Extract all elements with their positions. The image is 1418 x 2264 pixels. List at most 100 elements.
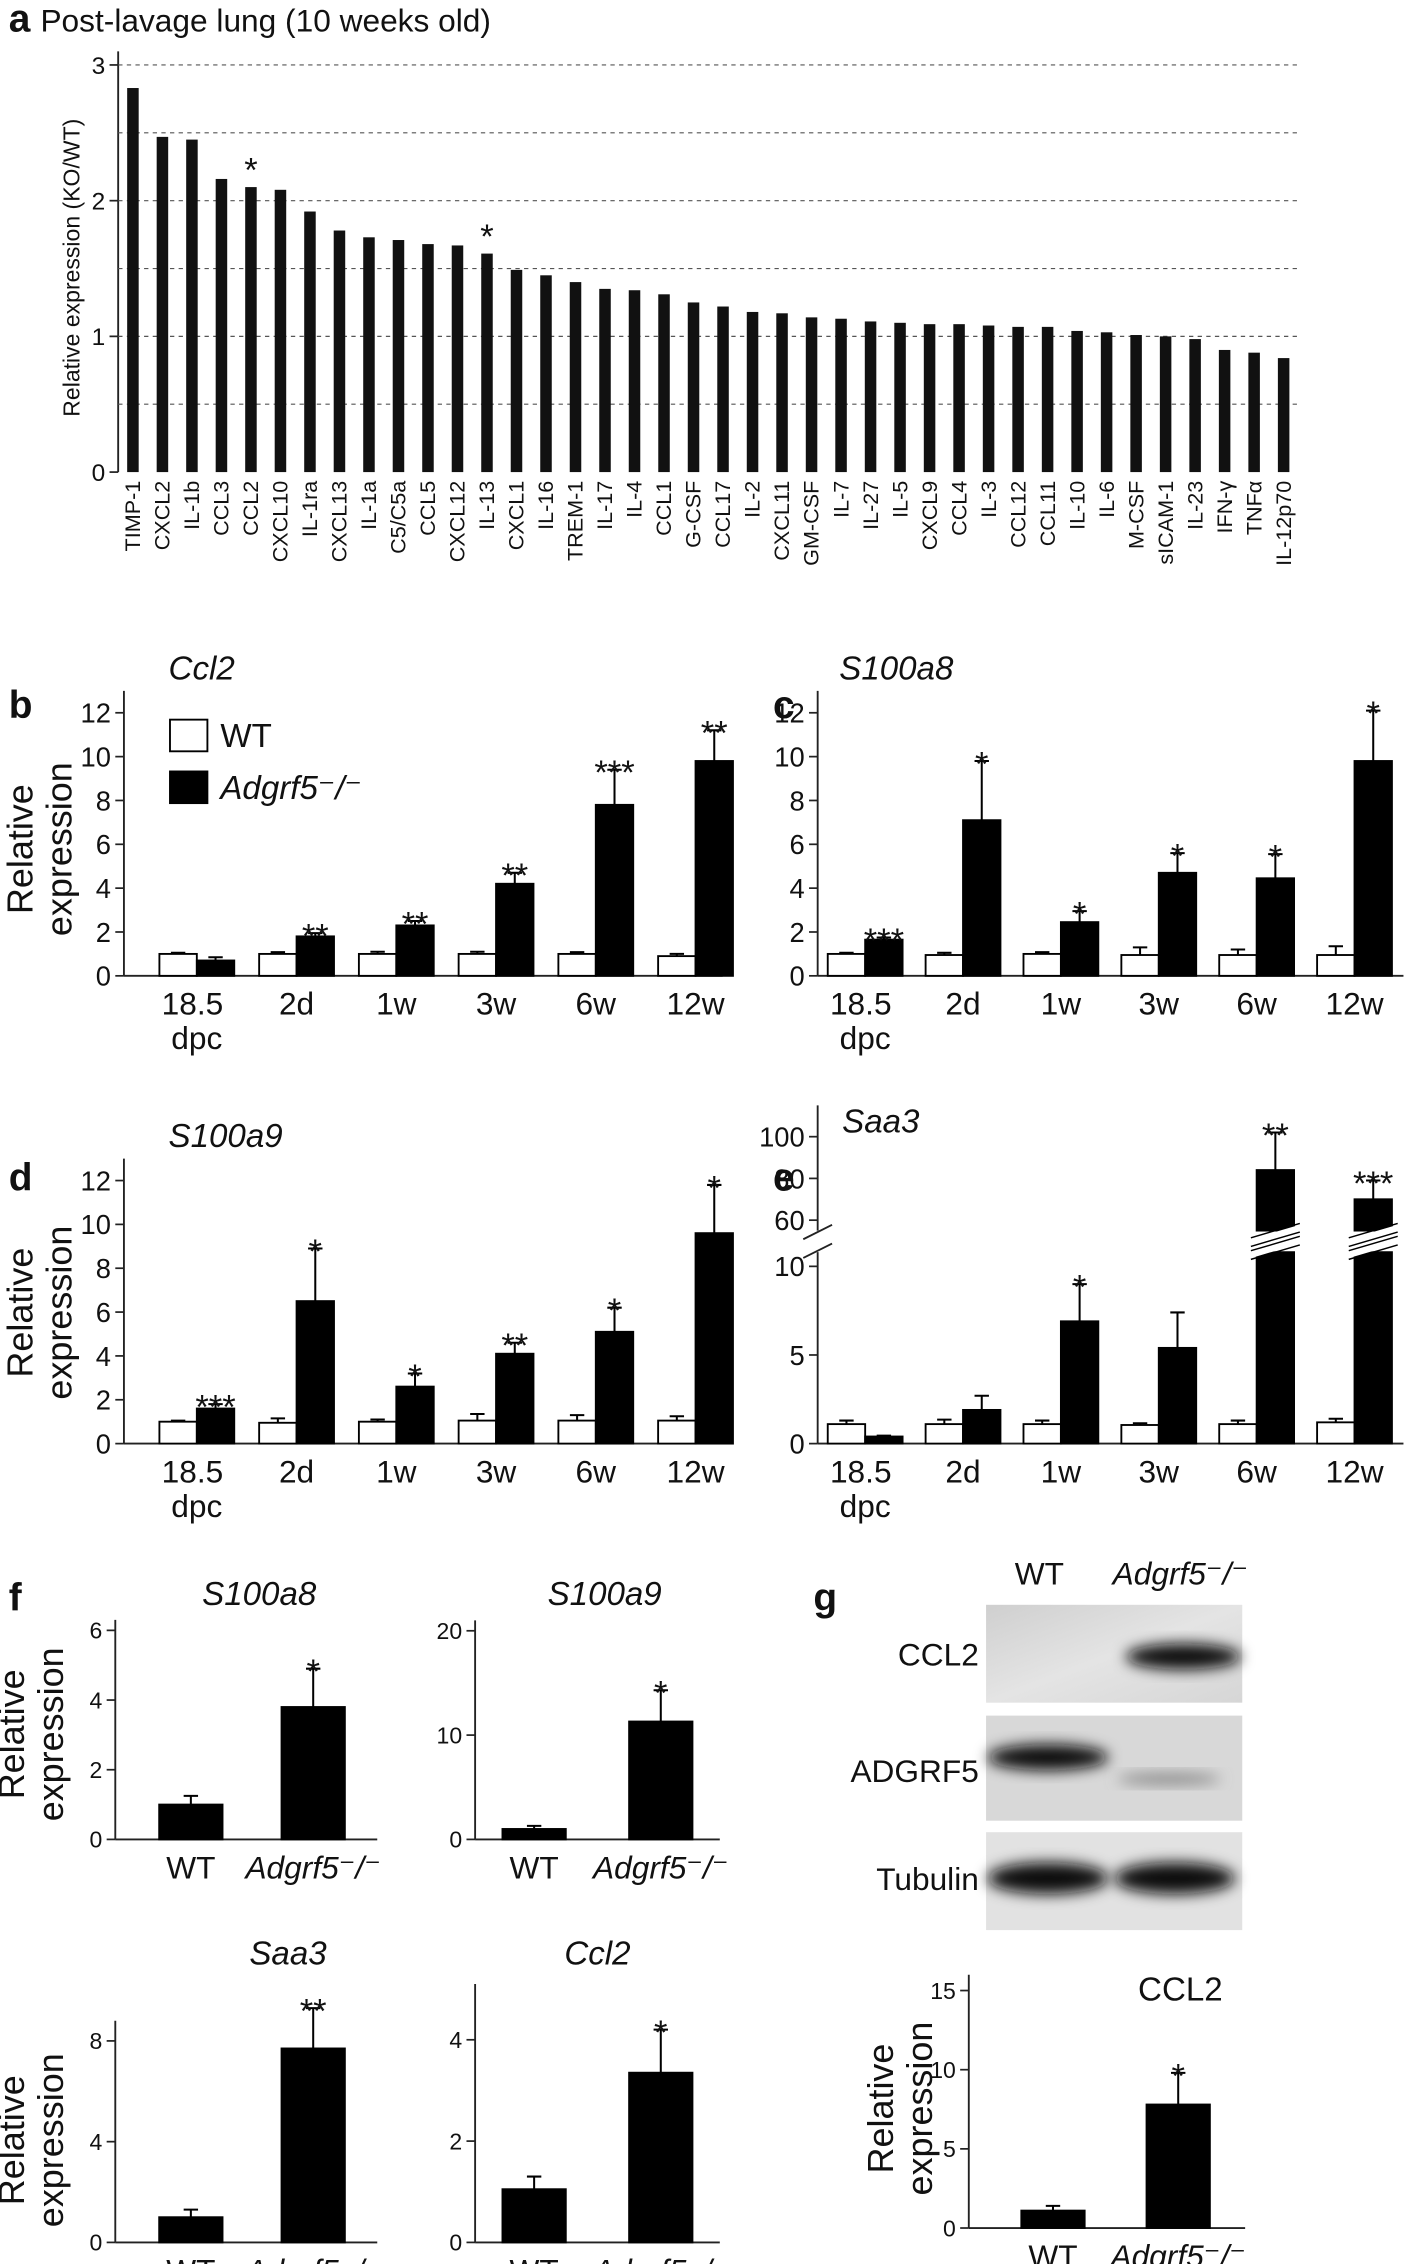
bar <box>864 321 877 473</box>
bar <box>215 178 228 473</box>
significance-mark: * <box>1269 839 1282 877</box>
error-bar <box>470 1413 485 1421</box>
bar <box>594 1330 635 1445</box>
significance-mark: * <box>408 1358 421 1396</box>
x-tick-label: CXCL1 <box>504 481 529 551</box>
bar <box>962 819 1002 977</box>
bar <box>1255 877 1296 977</box>
bar <box>982 325 995 473</box>
significance-mark: ** <box>501 1327 528 1365</box>
y-tick-label: 4 <box>96 1341 111 1372</box>
bar <box>274 189 287 473</box>
y-tick-label: 0 <box>790 1428 805 1459</box>
bar-break <box>1250 1224 1301 1258</box>
y-tick-label: 2 <box>96 1385 111 1416</box>
y-axis-label: expression <box>38 1226 79 1400</box>
error-bar <box>607 1306 622 1332</box>
bar <box>501 1828 567 1841</box>
error-bar <box>170 1419 186 1422</box>
x-tick-label: 3w <box>476 986 517 1022</box>
bar <box>953 324 965 473</box>
bar-break-edge <box>1348 1222 1398 1261</box>
significance-mark: * <box>654 2014 667 2052</box>
bar <box>495 882 535 977</box>
y-tick-label: 4 <box>96 873 111 904</box>
bar <box>962 1408 1002 1445</box>
bar <box>569 282 582 473</box>
significance-mark: * <box>654 1675 667 1713</box>
bar <box>1248 352 1260 473</box>
bar <box>1120 1424 1160 1445</box>
y-tick-label: 5 <box>943 2136 956 2162</box>
y-tick-label: 12 <box>774 698 804 729</box>
x-tick-label: IL-12p70 <box>1271 481 1296 566</box>
bar <box>746 311 759 473</box>
band-label: CCL2 <box>898 1636 979 1672</box>
x-tick-label: 2d <box>279 1453 314 1489</box>
error-bar <box>407 1372 423 1387</box>
bar <box>245 187 257 473</box>
lane-label: WT <box>1015 1556 1064 1592</box>
panel-label: e <box>773 1156 795 1199</box>
bar <box>295 935 335 977</box>
error-bar <box>170 951 186 954</box>
error-bar <box>1034 951 1050 954</box>
significance-mark: *** <box>195 1389 235 1427</box>
x-tick-label: 6w <box>576 1453 617 1489</box>
x-tick-label: CXCL12 <box>445 481 470 563</box>
bar <box>422 244 434 473</box>
y-axis-label: Relative <box>0 1669 32 1799</box>
bar <box>924 1423 964 1445</box>
error-bar <box>507 1341 522 1354</box>
x-tick-label: WT <box>510 2252 559 2264</box>
legend-label: Adgrf5⁻/⁻ <box>218 770 362 807</box>
bar <box>258 1421 298 1445</box>
bar <box>835 318 847 473</box>
significance-mark: * <box>708 1169 721 1207</box>
axis-break <box>802 1223 833 1259</box>
x-tick-label: CCL4 <box>946 481 971 536</box>
x-tick-label: CXCL2 <box>150 481 175 551</box>
bar <box>392 240 405 473</box>
y-tick-label: 0 <box>943 2215 956 2241</box>
error-bar <box>876 936 892 940</box>
x-tick-label: TIMP-1 <box>120 481 145 552</box>
error-bar <box>1170 852 1185 873</box>
bar <box>1189 339 1201 473</box>
y-tick-label: 2 <box>90 1757 103 1783</box>
band-label: Tubulin <box>876 1861 979 1897</box>
significance-mark: ** <box>1262 1117 1289 1155</box>
bar <box>395 1385 435 1445</box>
error-bar <box>1132 946 1148 956</box>
x-tick-label: 1w <box>376 1453 417 1489</box>
bar <box>156 136 169 473</box>
chart-title: Ccl2 <box>169 650 235 687</box>
bar <box>258 952 298 977</box>
error-bar <box>937 951 952 956</box>
bar <box>864 1435 904 1445</box>
bar <box>1100 332 1113 473</box>
x-tick-label: CCL3 <box>209 481 234 536</box>
bar <box>694 760 734 977</box>
bar <box>280 2047 346 2244</box>
bar <box>333 230 346 473</box>
error-bar <box>1072 1283 1087 1322</box>
error-bar <box>607 768 622 805</box>
blot-band <box>987 1744 1109 1771</box>
y-tick-label: 5 <box>790 1340 805 1371</box>
error-bar <box>208 956 223 961</box>
x-tick-label: 1w <box>376 986 417 1022</box>
error-bar <box>839 1419 854 1425</box>
bar <box>557 1419 597 1445</box>
x-tick-label: 3w <box>476 1453 517 1489</box>
x-tick-label: CXCL13 <box>327 481 352 563</box>
bar <box>501 2188 567 2244</box>
bar <box>1145 2103 1211 2229</box>
x-tick-label: sICAM-1 <box>1153 481 1178 565</box>
bar <box>717 306 729 473</box>
error-bar <box>270 1417 286 1423</box>
y-axis-label: expression <box>30 1647 71 1821</box>
y-axis-label: expression <box>38 762 79 936</box>
